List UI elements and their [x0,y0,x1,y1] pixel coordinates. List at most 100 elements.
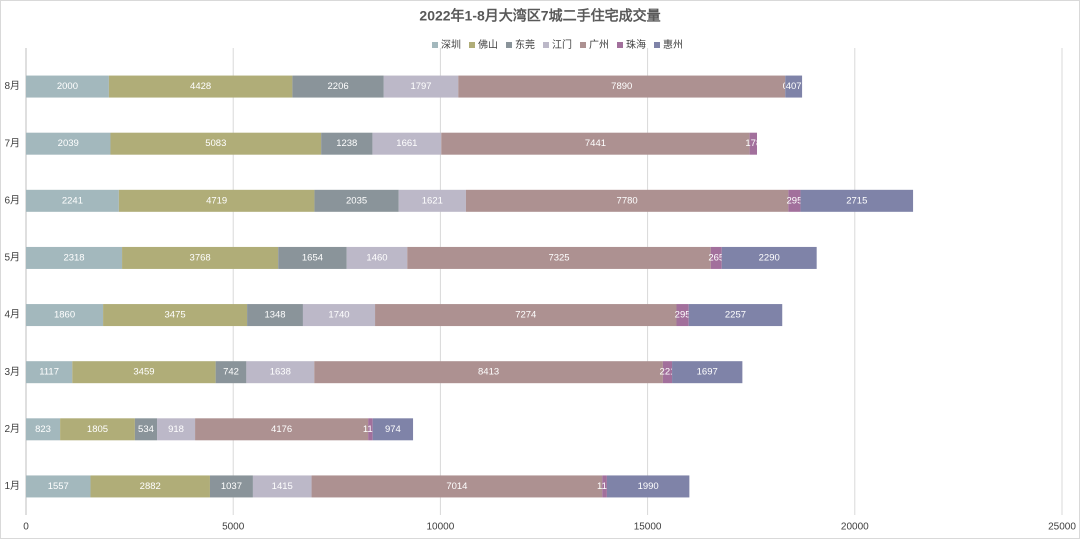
bar-segment [118,189,315,212]
value-label: 2318 [63,252,84,263]
legend-swatch [580,42,586,48]
value-label: 2715 [846,195,867,206]
value-label: 2035 [346,195,367,206]
bar-segment [26,475,91,498]
value-label: 7274 [515,310,536,321]
value-label: 1460 [366,252,387,263]
value-label: 113 [597,481,612,492]
bar-segment [785,75,803,98]
bar-segment [407,246,711,269]
bar-segment [311,475,603,498]
value-label: 1638 [270,367,291,378]
bar-segment [122,246,279,269]
bar-segment [195,418,369,441]
value-label: 1037 [221,481,242,492]
value-label: 974 [385,424,401,435]
bar-segment [26,246,123,269]
bar-segment [26,75,109,98]
value-label: 7890 [611,81,632,92]
legend-label: 广州 [589,39,609,51]
value-label: 1238 [336,138,357,149]
value-label: 2882 [140,481,161,492]
value-label: 1697 [697,367,718,378]
bar-segment [252,475,312,498]
bar-segment [788,189,801,212]
legend-label: 惠州 [663,38,683,51]
bar-segment [606,475,690,498]
value-label: 2257 [725,310,746,321]
value-label: 534 [138,424,154,435]
bar-segment [134,418,158,441]
y-tick-label: 8月 [4,80,20,92]
value-label: 3475 [165,310,186,321]
value-label: 1740 [328,310,349,321]
bar-segment [346,246,408,269]
value-label: 918 [168,424,184,435]
bar-segment [26,304,104,327]
value-label: 295 [675,310,691,321]
value-label: 4719 [206,195,227,206]
bar-segment [26,189,119,212]
chart-title: 2022年1-8月大湾区7城二手住宅成交量 [419,8,660,24]
legend-swatch [543,42,549,48]
legend-swatch [654,42,660,48]
value-label: 295 [787,195,803,206]
legend-swatch [506,42,512,48]
y-tick-label: 4月 [4,309,20,321]
x-tick-label: 0 [23,522,29,533]
value-label: 3768 [190,252,211,263]
legend-swatch [432,42,438,48]
value-label: 1990 [638,481,659,492]
bar-segment [602,475,607,498]
value-label: 1654 [302,252,323,263]
value-label: 1621 [422,195,443,206]
bar-segment [103,304,248,327]
bar-segment [398,189,466,212]
value-label: 1860 [54,310,75,321]
value-label: 7014 [446,481,467,492]
value-label: 1348 [264,310,285,321]
legend-swatch [469,42,475,48]
value-label: 3459 [133,367,154,378]
legend-label: 珠海 [626,38,646,51]
value-label: 4428 [190,81,211,92]
value-label: 221 [660,367,676,378]
bar-segment [314,361,663,384]
bar-segment [372,418,414,441]
bar-segment [26,418,61,441]
y-tick-label: 3月 [4,366,20,378]
y-tick-label: 6月 [4,194,20,206]
bar-segment [110,132,322,155]
bar-segment [672,361,743,384]
x-tick-label: 15000 [634,522,662,533]
y-tick-label: 1月 [4,480,20,492]
value-label: 2000 [57,81,78,92]
legend-swatch [617,42,623,48]
value-label: 178 [745,138,761,149]
value-label: 1415 [272,481,293,492]
bar-segment [688,304,783,327]
bar-segment [246,361,315,384]
bar-segment [302,304,376,327]
value-label: 2290 [759,252,780,263]
y-tick-label: 7月 [4,137,20,149]
bar-segment [441,132,750,155]
value-label: 265 [708,252,724,263]
value-label: 5083 [205,138,226,149]
value-label: 2039 [58,138,79,149]
bar-segment [292,75,384,98]
value-label: 1661 [396,138,417,149]
value-label: 742 [223,367,239,378]
bar-segment [383,75,459,98]
legend-label: 深圳 [441,39,461,51]
bar-segment [90,475,210,498]
bar-segment [278,246,347,269]
x-tick-label: 20000 [841,522,869,533]
x-tick-label: 10000 [426,522,454,533]
bar-segment [209,475,253,498]
bar-segment [60,418,135,441]
legend-label: 佛山 [478,38,498,51]
y-tick-label: 5月 [4,252,20,264]
bar-segment [749,132,758,155]
